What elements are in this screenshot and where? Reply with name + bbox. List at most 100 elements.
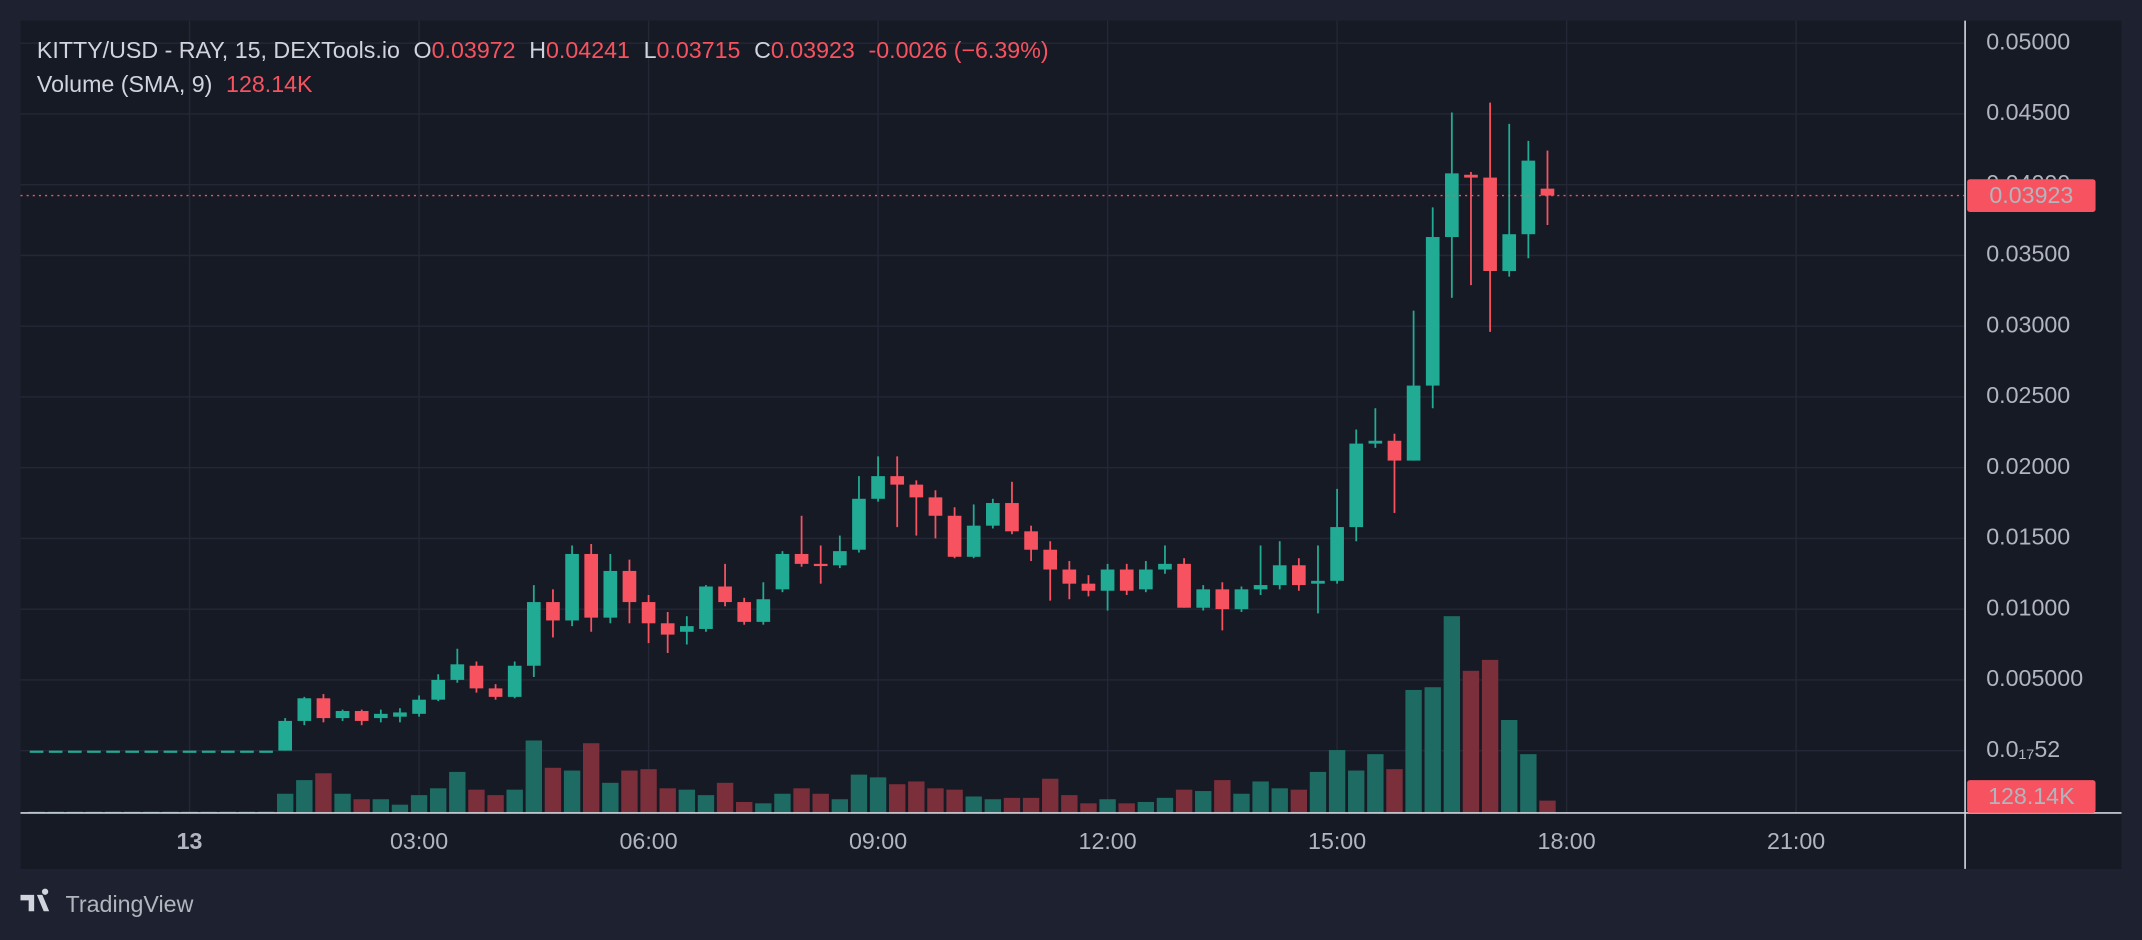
candle-body (220, 750, 235, 753)
volume-title: Volume (SMA, 9) (37, 71, 212, 97)
volume-bar (908, 781, 925, 813)
volume-bar (583, 743, 600, 813)
volume-bar (1462, 670, 1480, 813)
volume-bar (1386, 769, 1403, 813)
candle-body (1215, 589, 1230, 610)
y-tick-label: 0.03500 (1986, 241, 2070, 267)
volume-bar (1099, 799, 1116, 813)
candle-body (1119, 569, 1134, 591)
candle-body (125, 750, 140, 753)
candle-body (947, 515, 962, 557)
candle-body (297, 698, 312, 721)
volume-bar (468, 789, 485, 813)
volume-bar (659, 788, 676, 813)
candle-body (718, 586, 732, 603)
candle-body (182, 750, 197, 753)
candle-body (1311, 580, 1325, 584)
volume-bar (1022, 797, 1040, 813)
header-volume: Volume (SMA, 9) 128.14K (37, 71, 313, 97)
volume-bar (1214, 780, 1231, 813)
candle-body (469, 665, 484, 689)
candle-body (641, 602, 656, 624)
candle-body (584, 553, 599, 618)
candle-body (622, 570, 637, 603)
candle-body (1196, 589, 1211, 608)
y-tick-label: 0.03000 (1986, 311, 2070, 337)
volume-label-box (1967, 780, 2096, 813)
x-tick-label: 13 (177, 828, 203, 854)
candle-body (1387, 440, 1402, 461)
candle-body (909, 484, 924, 498)
volume-bar (1042, 778, 1059, 813)
candle-body (1139, 569, 1153, 590)
symbol-title: KITTY/USD - RAY, 15, DEXTools.io (37, 37, 400, 63)
candle-body (832, 551, 847, 566)
volume-bar (1271, 788, 1288, 813)
ohlc-label: O (414, 37, 432, 63)
candle-body (48, 750, 63, 753)
volume-bar (1405, 689, 1422, 813)
candle-body (1100, 569, 1115, 591)
y-tick-label: 0.05000 (1986, 28, 2070, 54)
ohlc-label: L (644, 37, 657, 63)
volume-bar (1367, 754, 1384, 813)
candle-body (259, 750, 273, 753)
volume-bar (1118, 803, 1135, 813)
candle-body (565, 553, 579, 621)
volume-bar (927, 788, 944, 813)
volume-bar (1233, 793, 1250, 813)
volume-bar (410, 795, 428, 813)
x-tick-label: 15:00 (1308, 828, 1366, 854)
volume-bar (889, 784, 906, 813)
candle-body (1540, 188, 1555, 196)
change-text: -0.0026 (−6.39%) (869, 37, 1049, 63)
candle-body (679, 626, 694, 632)
candle-body (1464, 174, 1478, 178)
volume-bar (678, 789, 696, 813)
volume-bar (1328, 750, 1346, 813)
volume-bar (1252, 781, 1269, 813)
volume-bar (506, 789, 523, 813)
candle-body (488, 688, 503, 697)
candle-body (1368, 440, 1383, 444)
candle-body (163, 750, 178, 753)
volume-bar (621, 770, 638, 813)
volume-bar (1309, 771, 1327, 813)
header-ohlc: KITTY/USD - RAY, 15, DEXTools.io O0.03972… (37, 37, 1049, 63)
candle-body (526, 602, 541, 666)
ohlc-value: 0.04241 (546, 37, 630, 63)
candle-body (660, 623, 675, 635)
candle-body (1502, 234, 1517, 271)
volume-bar (793, 788, 810, 813)
volume-bar (640, 769, 657, 813)
volume-bar (429, 788, 447, 813)
candle-body (966, 525, 981, 557)
candle-body (1043, 549, 1058, 570)
candle-body (1349, 443, 1364, 528)
volume-bar (372, 799, 390, 813)
volume-bar (391, 804, 409, 813)
y-tick-label: 0.02500 (1986, 382, 2070, 408)
brand-name: TradingView (66, 891, 194, 917)
y-tick-label: 0.005000 (1986, 665, 2083, 691)
candle-body (1445, 173, 1459, 238)
volume-bar (544, 767, 562, 813)
volume-bar (1501, 719, 1518, 813)
x-tick-label: 03:00 (390, 828, 448, 854)
y-tick-label: 0.01500 (1986, 524, 2070, 550)
brand-logo: TradingView (20, 888, 194, 917)
volume-bar (946, 789, 963, 813)
volume-bar (1539, 800, 1556, 813)
grid (20, 20, 1965, 813)
volume-bar (869, 777, 887, 813)
volume-bar (315, 773, 332, 813)
volume-bar (850, 774, 868, 813)
candle-body (1234, 589, 1249, 610)
x-tick-label: 12:00 (1079, 828, 1137, 854)
candle-body (1521, 160, 1536, 235)
volume-bar (697, 795, 715, 813)
ohlc-label: C (754, 37, 771, 63)
logo-mark (20, 888, 50, 912)
